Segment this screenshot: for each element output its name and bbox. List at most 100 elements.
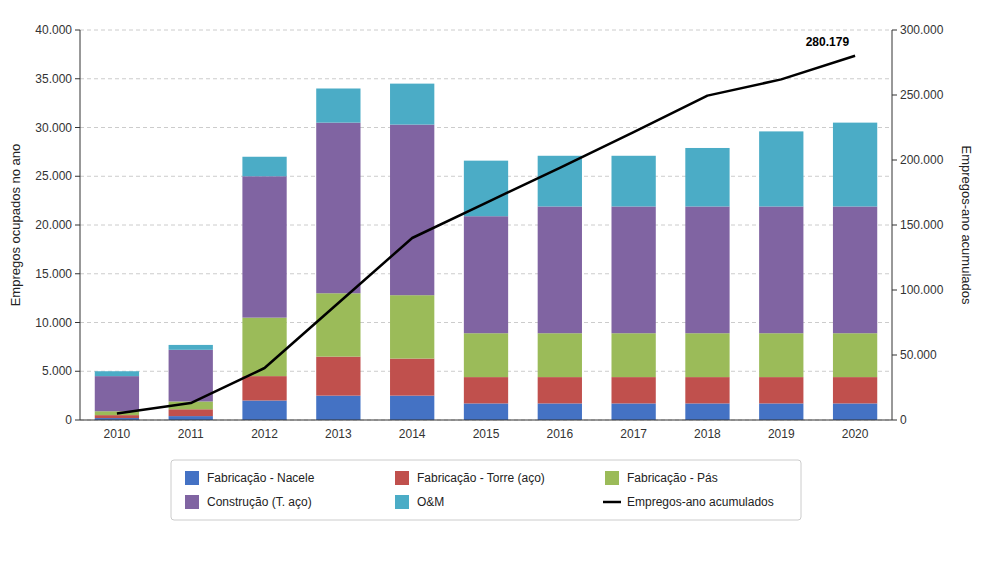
legend: Fabricação - Nacele Fabricação - Torre (a…: [171, 460, 801, 520]
axes: 05.00010.00015.00020.00025.00030.00035.0…: [35, 23, 943, 441]
bar: [759, 377, 803, 403]
x-tick-label: 2010: [104, 427, 131, 441]
x-axis-line: [80, 420, 892, 421]
bar: [759, 131, 803, 206]
x-tick-label: 2020: [842, 427, 869, 441]
bar: [538, 333, 582, 377]
legend-swatch: [185, 495, 199, 509]
bar: [759, 333, 803, 377]
bar: [464, 216, 508, 333]
bar: [611, 377, 655, 403]
y2-tick-label: 200.000: [900, 153, 944, 167]
x-tick-label: 2011: [178, 427, 204, 441]
y-tick-label: 35.000: [35, 72, 72, 86]
bar: [316, 396, 360, 420]
bar: [685, 377, 729, 403]
y-tick: [75, 176, 80, 177]
y2-tick: [892, 420, 897, 421]
y-tick: [75, 225, 80, 226]
legend-swatch: [395, 471, 409, 485]
bar: [833, 333, 877, 377]
bar: [390, 295, 434, 358]
bar: [242, 157, 286, 177]
legend-label: O&M: [417, 495, 444, 509]
y-tick-label: 25.000: [35, 169, 72, 183]
bar: [538, 206, 582, 333]
bar: [390, 125, 434, 296]
bar: [833, 123, 877, 207]
y-tick-label: 40.000: [35, 23, 72, 37]
bar: [833, 206, 877, 333]
plot-area: [95, 56, 877, 420]
x-tick-label: 2014: [399, 427, 426, 441]
x-tick-label: 2016: [546, 427, 573, 441]
y2-axis-label: Empregos-ano acumulados: [959, 146, 974, 305]
bar: [390, 84, 434, 125]
bar: [169, 416, 213, 420]
legend-label: Construção (T. aço): [207, 495, 312, 509]
y-tick: [75, 78, 80, 79]
bar: [759, 403, 803, 420]
bar: [242, 176, 286, 317]
grid-line: [80, 127, 892, 128]
bar: [538, 403, 582, 420]
grid: [80, 30, 892, 420]
y2-tick-label: 50.000: [900, 348, 937, 362]
bar: [390, 359, 434, 396]
y2-tick-label: 150.000: [900, 218, 944, 232]
bar-series: [95, 84, 877, 377]
x-tick-label: 2013: [325, 427, 352, 441]
bar: [464, 161, 508, 217]
bar: [169, 350, 213, 402]
y2-tick: [892, 95, 897, 96]
bar: [316, 89, 360, 123]
y2-tick: [892, 30, 897, 31]
chart: 05.00010.00015.00020.00025.00030.00035.0…: [0, 0, 982, 562]
legend-label: Empregos-ano acumulados: [627, 495, 774, 509]
grid-line: [80, 420, 892, 421]
bar: [316, 357, 360, 396]
bar: [685, 206, 729, 333]
y-tick: [75, 371, 80, 372]
y-tick-label: 15.000: [35, 267, 72, 281]
legend-label: Fabricação - Torre (aço): [417, 471, 545, 485]
bar: [611, 206, 655, 333]
legend-label: Fabricação - Pás: [627, 471, 718, 485]
bar: [759, 206, 803, 333]
bar: [464, 333, 508, 377]
y2-tick-label: 250.000: [900, 88, 944, 102]
x-tick-label: 2017: [620, 427, 647, 441]
bar: [242, 401, 286, 421]
bar: [316, 123, 360, 294]
bar: [833, 377, 877, 403]
bar: [390, 396, 434, 420]
bar: [464, 377, 508, 403]
y2-tick-label: 100.000: [900, 283, 944, 297]
bar: [169, 409, 213, 416]
bar: [95, 376, 139, 411]
y-axis-label: Empregos ocupados no ano: [8, 144, 23, 307]
grid-line: [80, 78, 892, 79]
x-tick-label: 2012: [251, 427, 278, 441]
y-tick: [75, 322, 80, 323]
y-tick-label: 20.000: [35, 218, 72, 232]
y-tick: [75, 127, 80, 128]
y-tick: [75, 273, 80, 274]
y2-tick-label: 300.000: [900, 23, 944, 37]
bar: [611, 333, 655, 377]
bar: [685, 403, 729, 420]
y2-tick: [892, 225, 897, 226]
bar: [95, 371, 139, 376]
y-tick: [75, 420, 80, 421]
y-tick-label: 30.000: [35, 121, 72, 135]
bar: [611, 156, 655, 207]
bar: [538, 377, 582, 403]
x-tick-label: 2015: [473, 427, 500, 441]
x-tick-label: 2019: [768, 427, 795, 441]
x-tick-label: 2018: [694, 427, 721, 441]
bar: [685, 333, 729, 377]
legend-label: Fabricação - Nacele: [207, 471, 315, 485]
y2-tick: [892, 355, 897, 356]
y-tick-label: 0: [65, 413, 72, 427]
bar: [169, 345, 213, 350]
